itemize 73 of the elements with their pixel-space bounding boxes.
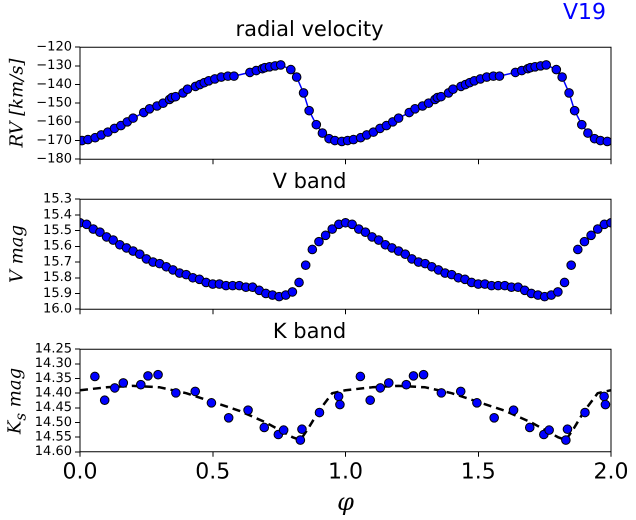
point <box>508 405 518 415</box>
y-axis-title: RV [km/s] <box>6 58 28 148</box>
chart-title: K band <box>272 319 346 344</box>
y-axis-title: V mag <box>6 225 28 284</box>
point <box>544 425 554 435</box>
point <box>153 370 163 380</box>
y-tick-label: −170 <box>36 132 72 148</box>
point <box>90 372 100 382</box>
y-tick-label: 16.0 <box>43 302 72 317</box>
point <box>580 408 590 418</box>
y-tick-label: 14.60 <box>34 444 72 460</box>
point <box>436 388 446 398</box>
point <box>278 425 288 435</box>
point <box>472 398 482 408</box>
point <box>297 424 307 434</box>
point <box>224 412 234 423</box>
point <box>100 395 110 406</box>
x-axis-title: φ <box>337 488 354 516</box>
y-tick-label: −180 <box>36 152 72 167</box>
y-tick-label: 14.45 <box>34 400 72 416</box>
chart-title: V band <box>272 169 346 194</box>
point <box>136 380 146 390</box>
x-tick-label: 0.5 <box>195 460 230 485</box>
x-tick-label: 2.0 <box>594 460 628 485</box>
point <box>190 386 200 396</box>
point <box>384 378 394 388</box>
point <box>334 392 344 402</box>
y-tick-label: −160 <box>36 114 72 130</box>
point <box>365 395 375 406</box>
point <box>402 380 412 390</box>
y-tick-label: 15.4 <box>43 207 72 222</box>
point <box>143 371 153 381</box>
point <box>524 422 535 432</box>
point <box>243 405 253 415</box>
x-tick-label: 1.5 <box>460 460 496 485</box>
point <box>375 383 386 393</box>
y-tick-label: 14.30 <box>34 356 72 372</box>
point <box>599 392 609 402</box>
y-tick-label: 15.8 <box>43 270 72 286</box>
point <box>489 412 499 423</box>
point <box>562 424 572 434</box>
point <box>418 370 428 380</box>
point <box>356 372 366 382</box>
point <box>171 388 181 398</box>
point <box>110 383 120 393</box>
point <box>456 386 466 396</box>
y-tick-label: 15.3 <box>43 192 72 207</box>
point <box>561 435 571 445</box>
y-tick-label: −130 <box>36 58 72 74</box>
point <box>408 371 418 381</box>
y-tick-label: 15.5 <box>43 223 72 238</box>
point <box>259 422 270 432</box>
point <box>206 398 216 408</box>
chart-title: radial velocity <box>235 17 384 42</box>
y-tick-label: 14.50 <box>34 414 72 430</box>
y-tick-label: −120 <box>36 40 72 55</box>
point <box>314 408 324 418</box>
y-tick-label: 14.40 <box>34 386 72 401</box>
y-tick-label: 15.7 <box>43 254 72 270</box>
point <box>335 400 345 410</box>
y-tick-label: 14.35 <box>34 370 72 386</box>
y-tick-label: 14.25 <box>34 342 72 357</box>
y-tick-label: −140 <box>36 76 72 92</box>
y-tick-label: 15.9 <box>43 286 72 301</box>
y-tick-label: −150 <box>36 96 72 111</box>
x-tick-label: 0.0 <box>62 460 98 485</box>
point <box>296 435 306 445</box>
x-tick-label: 1.0 <box>328 460 363 485</box>
y-tick-label: 14.55 <box>34 430 72 445</box>
y-tick-label: 15.6 <box>43 238 72 254</box>
text: V19 <box>562 0 606 25</box>
point <box>118 378 128 388</box>
point <box>600 400 610 410</box>
